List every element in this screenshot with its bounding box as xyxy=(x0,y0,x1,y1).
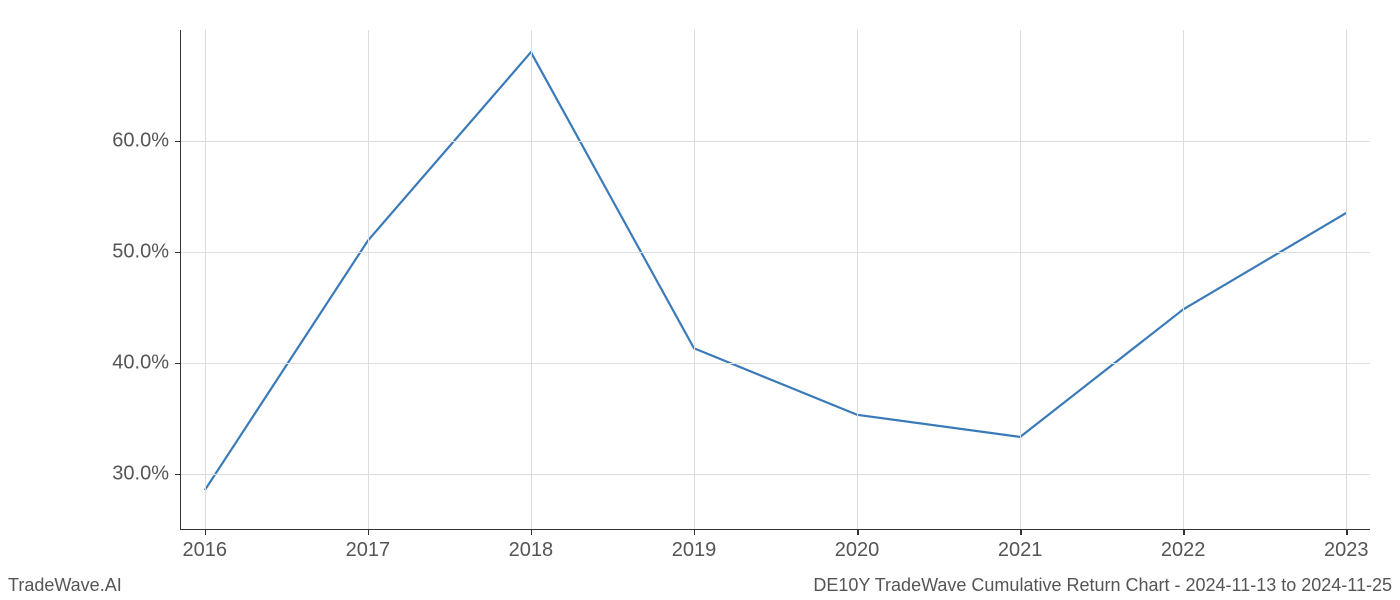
y-tick-label: 40.0% xyxy=(112,351,181,374)
grid-line-horizontal xyxy=(181,141,1370,142)
footer-brand: TradeWave.AI xyxy=(8,575,122,596)
grid-line-horizontal xyxy=(181,363,1370,364)
footer-caption: DE10Y TradeWave Cumulative Return Chart … xyxy=(813,575,1392,596)
y-tick-label: 60.0% xyxy=(112,129,181,152)
grid-line-vertical xyxy=(694,30,695,529)
grid-line-horizontal xyxy=(181,252,1370,253)
x-tick-label: 2016 xyxy=(183,529,228,562)
x-tick-label: 2020 xyxy=(835,529,880,562)
grid-line-vertical xyxy=(857,30,858,529)
grid-line-vertical xyxy=(1346,30,1347,529)
x-tick-label: 2021 xyxy=(998,529,1043,562)
x-tick-label: 2023 xyxy=(1324,529,1369,562)
x-tick-label: 2018 xyxy=(509,529,554,562)
grid-line-vertical xyxy=(531,30,532,529)
grid-line-horizontal xyxy=(181,474,1370,475)
x-tick-label: 2017 xyxy=(346,529,391,562)
grid-line-vertical xyxy=(1183,30,1184,529)
y-tick-label: 30.0% xyxy=(112,462,181,485)
grid-line-vertical xyxy=(368,30,369,529)
chart-line xyxy=(181,30,1370,529)
y-tick-label: 50.0% xyxy=(112,240,181,263)
x-tick-label: 2022 xyxy=(1161,529,1206,562)
plot-area: 2016201720182019202020212022202330.0%40.… xyxy=(180,30,1370,530)
x-tick-label: 2019 xyxy=(672,529,717,562)
chart-container: 2016201720182019202020212022202330.0%40.… xyxy=(180,30,1370,530)
grid-line-vertical xyxy=(205,30,206,529)
data-line xyxy=(205,52,1346,490)
grid-line-vertical xyxy=(1020,30,1021,529)
